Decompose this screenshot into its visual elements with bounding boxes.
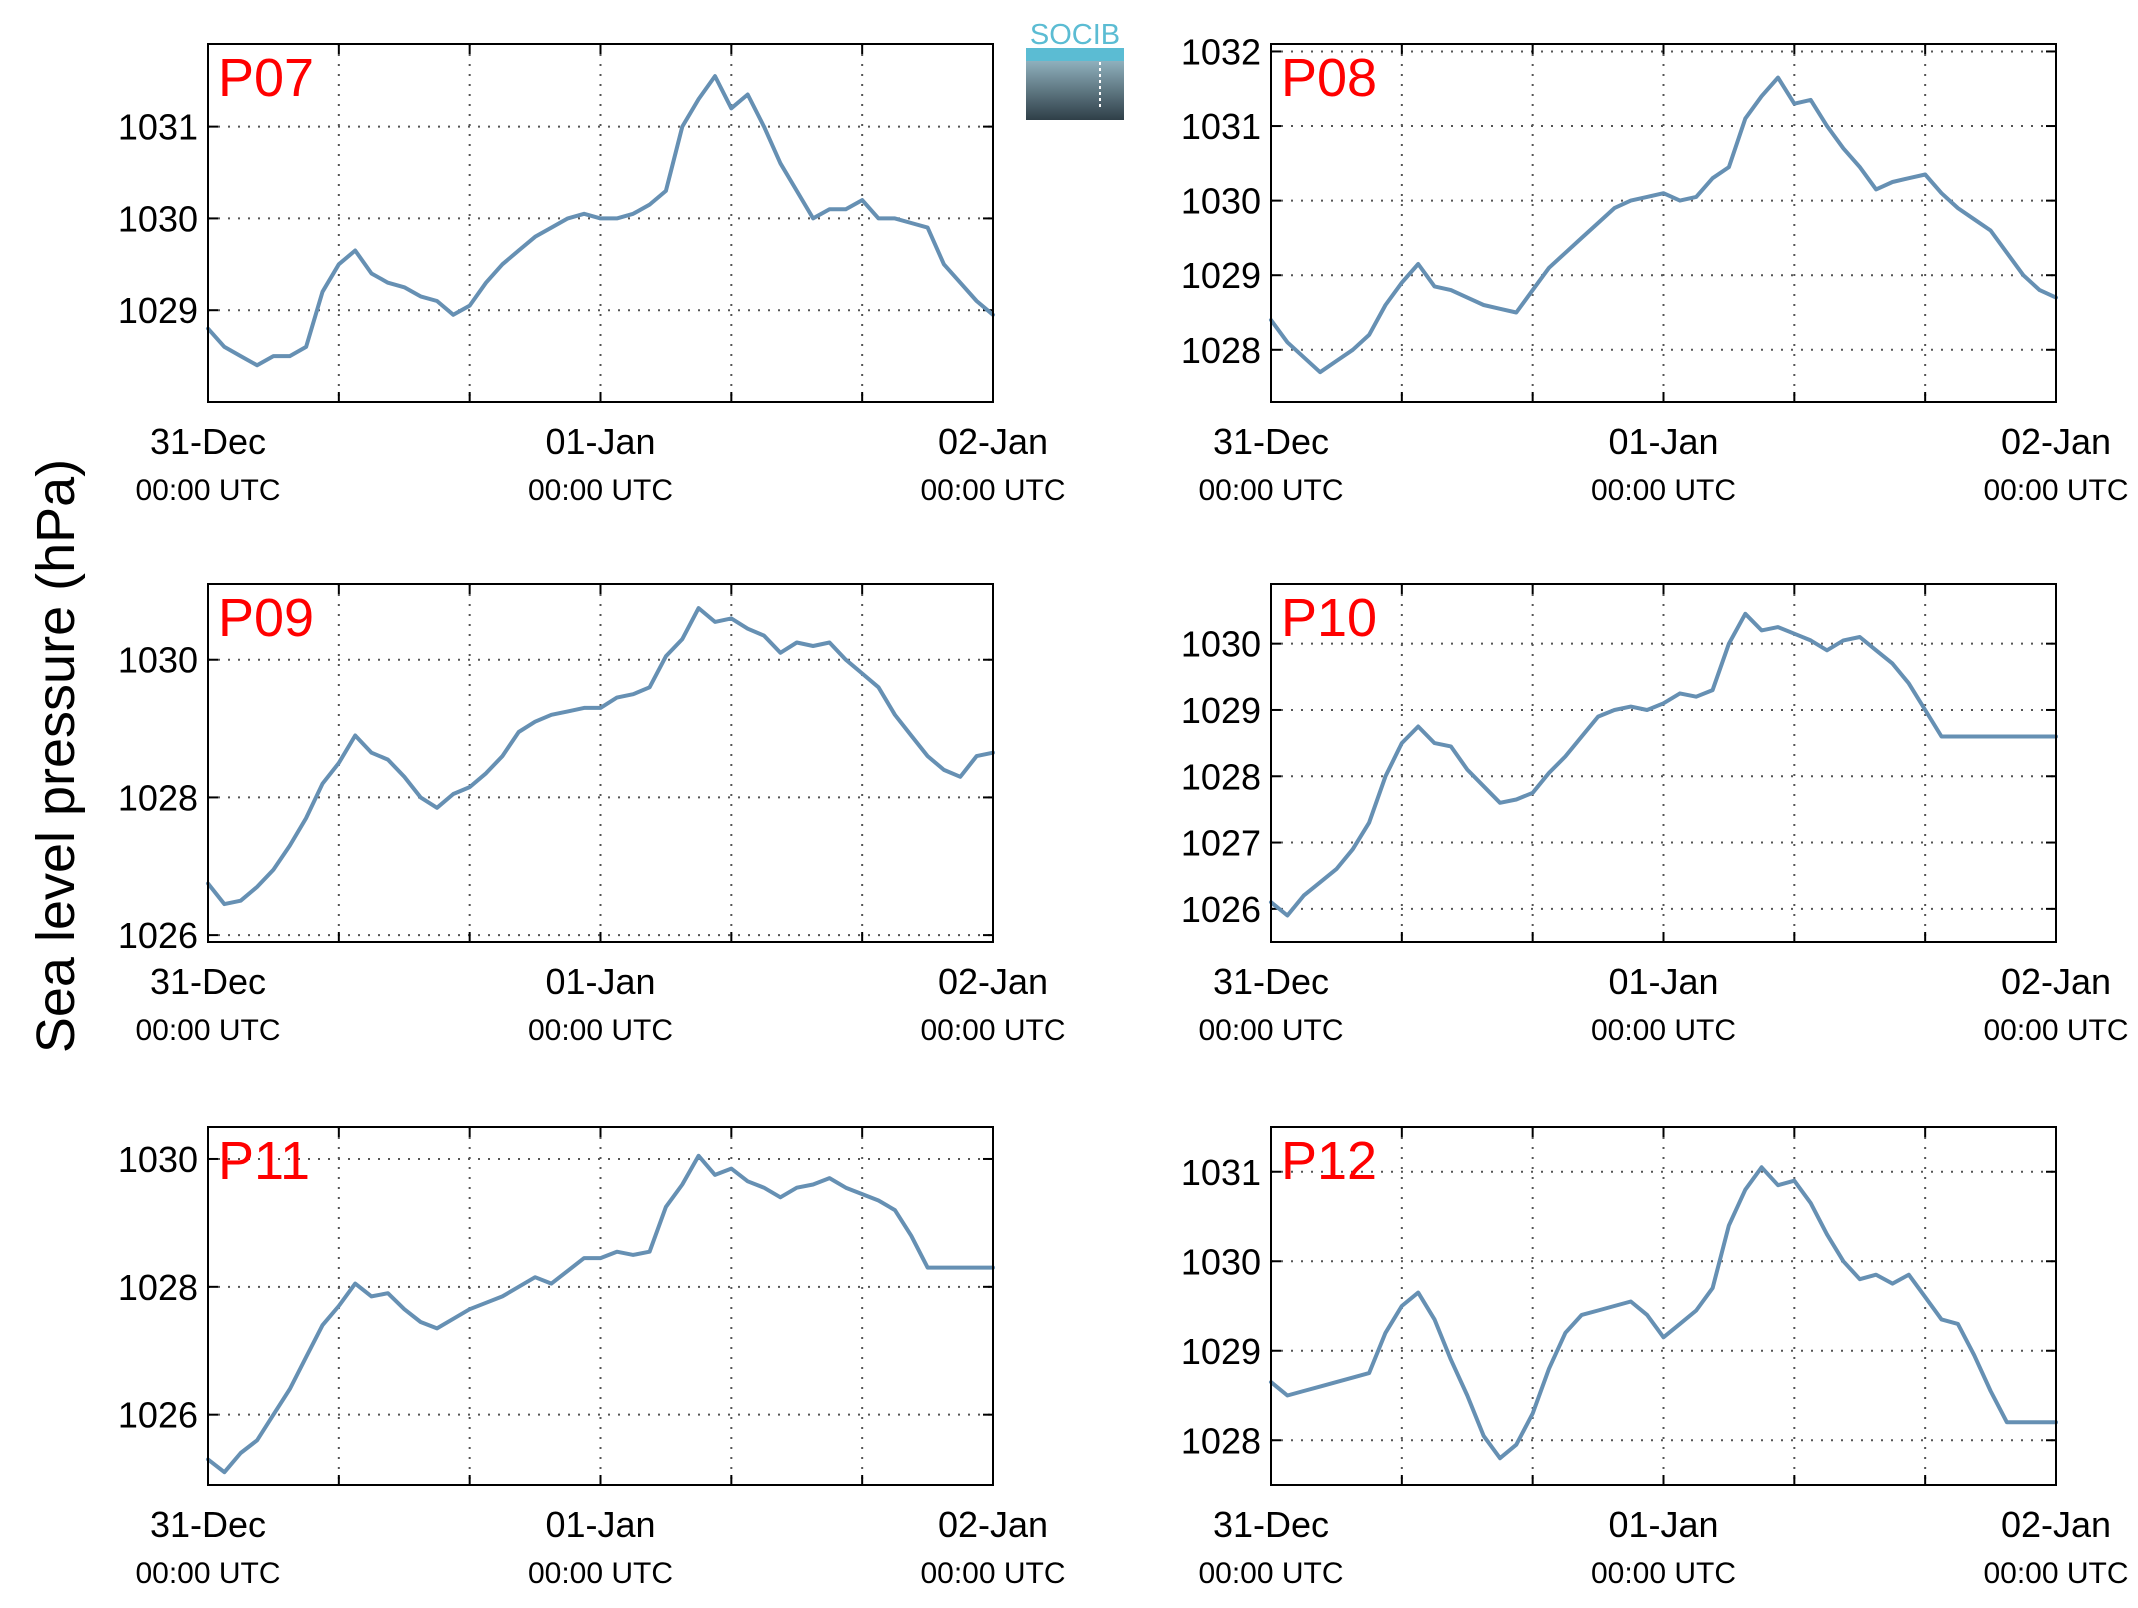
x-tick-label-time: 00:00 UTC <box>528 1014 673 1047</box>
logo-block <box>1026 61 1124 120</box>
axes-frame <box>1270 583 2057 943</box>
x-tick-label-time: 00:00 UTC <box>135 1557 280 1590</box>
y-tick-label: 1030 <box>1181 1241 1261 1282</box>
x-tick-label-date: 31-Dec <box>150 1504 266 1545</box>
y-axis-label: Sea level pressure (hPa) <box>26 459 86 1053</box>
y-tick-label: 1031 <box>1181 1152 1261 1193</box>
x-tick-label-time: 00:00 UTC <box>1983 474 2128 507</box>
chart-panel-p08: 1028 1029 1030 1031 1032 31-Dec 00:00 UTC 01-Ja… <box>1181 31 2129 507</box>
x-tick-label-date: 02-Jan <box>2001 961 2111 1002</box>
panel-label: P09 <box>218 588 314 648</box>
x-tick-label-date: 01-Jan <box>1608 421 1718 462</box>
x-tick-label-date: 02-Jan <box>938 961 1048 1002</box>
x-tick-label-time: 00:00 UTC <box>135 1014 280 1047</box>
x-tick-label-date: 01-Jan <box>545 1504 655 1545</box>
x-tick-label-time: 00:00 UTC <box>1198 1557 1343 1590</box>
chart-panel-p10: 1026 1027 1028 1029 1030 31-Dec 00:00 UTC 01-Ja… <box>1181 583 2129 1047</box>
series-line-p10 <box>1269 611 2058 918</box>
x-tick-label-time: 00:00 UTC <box>1591 1014 1736 1047</box>
y-tick-label: 1029 <box>1181 690 1261 731</box>
x-tick-label-date: 31-Dec <box>1213 1504 1329 1545</box>
y-tick-label: 1026 <box>118 1395 198 1436</box>
x-tick-label-time: 00:00 UTC <box>1591 474 1736 507</box>
axes-frame <box>207 43 994 403</box>
series-line-p11 <box>206 1153 995 1475</box>
x-tick-label-date: 02-Jan <box>2001 421 2111 462</box>
socib-logo: SOCIB <box>1026 19 1124 120</box>
chart-panel-p11: 1026 1028 1030 31-Dec 00:00 UTC 01-Jan 00:00 U… <box>118 1126 1066 1590</box>
x-tick-label-time: 00:00 UTC <box>1198 474 1343 507</box>
series-line-p09 <box>206 606 995 907</box>
y-tick-label: 1030 <box>1181 181 1261 222</box>
series-line-p07 <box>206 74 995 368</box>
x-tick-label-date: 02-Jan <box>938 421 1048 462</box>
chart-panel-p12: 1028 1029 1030 1031 31-Dec 00:00 UTC 01-Jan 00:… <box>1181 1126 2129 1590</box>
series-line-p08 <box>1269 75 2058 375</box>
y-tick-label: 1030 <box>118 1139 198 1180</box>
x-tick-label-date: 01-Jan <box>1608 961 1718 1002</box>
y-tick-label: 1029 <box>1181 1331 1261 1372</box>
panel-label: P10 <box>1281 588 1377 648</box>
x-tick-label-time: 00:00 UTC <box>920 474 1065 507</box>
y-tick-label: 1031 <box>118 107 198 148</box>
panel-label: P11 <box>218 1131 310 1191</box>
panels: 1029 1030 1031 31-Dec 00:00 UTC 01-Jan 00:00 U… <box>118 31 2129 1590</box>
x-tick-label-date: 02-Jan <box>938 1504 1048 1545</box>
y-tick-label: 1026 <box>1181 889 1261 930</box>
x-tick-label-date: 31-Dec <box>150 961 266 1002</box>
y-tick-label: 1028 <box>1181 756 1261 797</box>
panel-label: P08 <box>1281 48 1377 108</box>
x-tick-label-time: 00:00 UTC <box>1983 1014 2128 1047</box>
x-tick-label-time: 00:00 UTC <box>920 1557 1065 1590</box>
x-tick-label-date: 01-Jan <box>1608 1504 1718 1545</box>
x-tick-label-time: 00:00 UTC <box>528 1557 673 1590</box>
axes-frame <box>207 1126 994 1486</box>
x-tick-label-time: 00:00 UTC <box>920 1014 1065 1047</box>
x-tick-label-time: 00:00 UTC <box>1198 1014 1343 1047</box>
y-tick-label: 1029 <box>118 290 198 331</box>
x-tick-label-date: 31-Dec <box>150 421 266 462</box>
logo-text: SOCIB <box>1030 19 1120 51</box>
y-tick-label: 1028 <box>1181 1420 1261 1461</box>
logo-wave <box>1026 48 1124 61</box>
y-tick-label: 1029 <box>1181 255 1261 296</box>
x-tick-label-date: 31-Dec <box>1213 961 1329 1002</box>
y-tick-label: 1032 <box>1181 31 1261 72</box>
axes-frame <box>1270 43 2057 403</box>
y-tick-label: 1026 <box>118 915 198 956</box>
axes-frame <box>207 583 994 943</box>
y-tick-label: 1030 <box>118 640 198 681</box>
x-tick-label-time: 00:00 UTC <box>528 474 673 507</box>
x-tick-label-time: 00:00 UTC <box>1591 1557 1736 1590</box>
x-tick-label-date: 02-Jan <box>2001 1504 2111 1545</box>
series-line-p12 <box>1269 1165 2058 1461</box>
axes-frame <box>1270 1126 2057 1486</box>
y-tick-label: 1031 <box>1181 106 1261 147</box>
panel-label: P07 <box>218 48 314 108</box>
panel-label: P12 <box>1281 1131 1377 1191</box>
chart-panel-p09: 1026 1028 1030 31-Dec 00:00 UTC 01-Jan 00:00 U… <box>118 583 1066 1047</box>
x-tick-label-time: 00:00 UTC <box>1983 1557 2128 1590</box>
y-tick-label: 1028 <box>1181 330 1261 371</box>
y-tick-label: 1030 <box>118 198 198 239</box>
x-tick-label-time: 00:00 UTC <box>135 474 280 507</box>
y-tick-label: 1028 <box>118 1267 198 1308</box>
x-tick-label-date: 01-Jan <box>545 961 655 1002</box>
y-tick-label: 1028 <box>118 777 198 818</box>
x-tick-label-date: 31-Dec <box>1213 421 1329 462</box>
y-tick-label: 1027 <box>1181 823 1261 864</box>
y-tick-label: 1030 <box>1181 624 1261 665</box>
chart-panel-p07: 1029 1030 1031 31-Dec 00:00 UTC 01-Jan 00:00 U… <box>118 43 1066 507</box>
x-tick-label-date: 01-Jan <box>545 421 655 462</box>
